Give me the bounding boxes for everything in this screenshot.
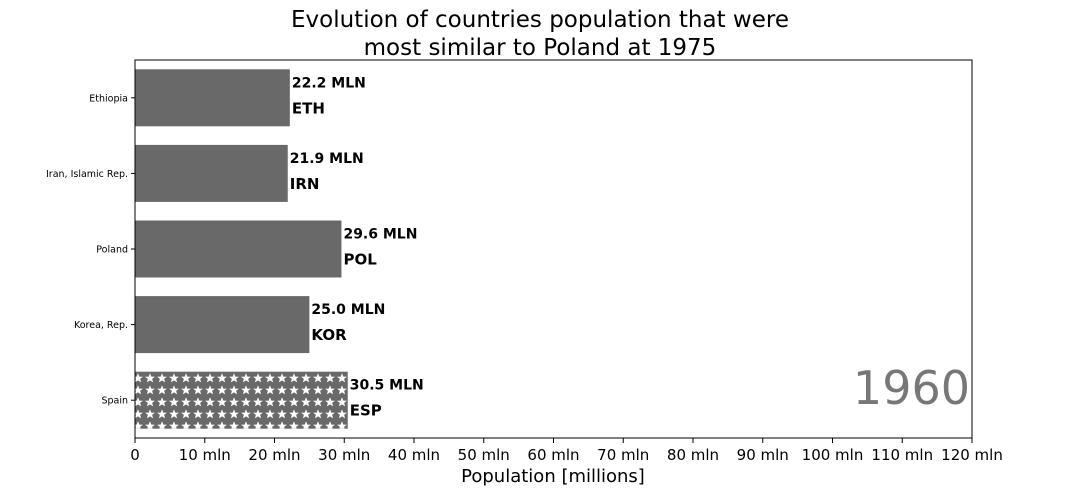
x-tick-label: 50 mln xyxy=(458,446,510,464)
bar-ethiopia xyxy=(135,69,290,127)
value-label: 25.0 MLN xyxy=(311,302,385,318)
value-label: 30.5 MLN xyxy=(350,378,424,394)
y-tick-label: Spain xyxy=(101,396,128,407)
x-tick-label: 80 mln xyxy=(667,446,719,464)
country-code-label: IRN xyxy=(290,175,320,193)
x-tick-label: 120 mln xyxy=(941,446,1003,464)
x-tick-label: 10 mln xyxy=(179,446,231,464)
x-tick-label: 70 mln xyxy=(597,446,649,464)
y-tick-label: Poland xyxy=(96,245,128,256)
x-tick-label: 0 xyxy=(130,446,140,464)
y-tick-label: Iran, Islamic Rep. xyxy=(46,169,128,180)
y-tick-label: Ethiopia xyxy=(89,93,128,104)
x-tick-label: 100 mln xyxy=(802,446,864,464)
x-tick-label: 20 mln xyxy=(248,446,300,464)
country-code-label: POL xyxy=(343,251,377,269)
x-axis-label: Population [millions] xyxy=(461,466,645,487)
chart-title: Evolution of countries population that w… xyxy=(0,6,1080,62)
x-tick-label: 30 mln xyxy=(318,446,370,464)
bar-hatch-spain xyxy=(135,371,348,429)
value-label: 22.2 MLN xyxy=(292,75,366,91)
x-tick-label: 60 mln xyxy=(527,446,579,464)
country-code-label: ESP xyxy=(350,402,382,420)
country-code-label: ETH xyxy=(292,99,325,117)
country-code-label: KOR xyxy=(311,326,347,344)
chart-title-line-1: Evolution of countries population that w… xyxy=(291,7,789,33)
bar-korea-rep xyxy=(135,296,310,354)
x-tick-label: 40 mln xyxy=(388,446,440,464)
value-label: 21.9 MLN xyxy=(290,151,364,167)
chart-title-line-2: most similar to Poland at 1975 xyxy=(363,35,717,61)
year-label: 1960 xyxy=(853,361,970,415)
x-tick-label: 90 mln xyxy=(737,446,789,464)
y-tick-label: Korea, Rep. xyxy=(74,320,128,331)
x-tick-label: 110 mln xyxy=(871,446,933,464)
bar-iran-islamic-rep xyxy=(135,144,288,202)
bar-poland xyxy=(135,220,342,278)
value-label: 29.6 MLN xyxy=(343,227,417,243)
